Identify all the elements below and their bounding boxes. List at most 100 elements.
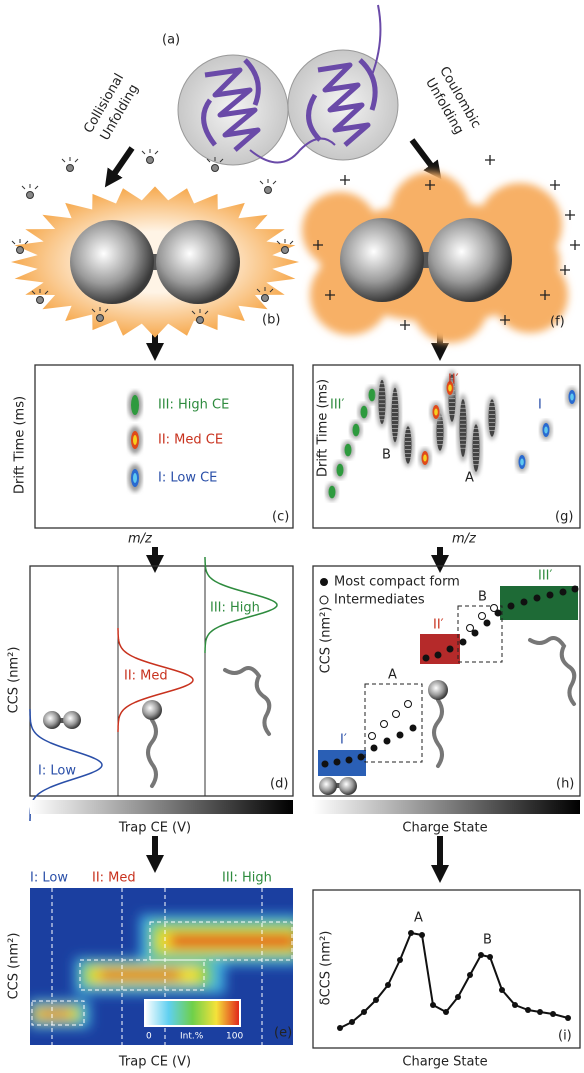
globule [339,777,357,795]
compact-marker [333,758,341,766]
charge [325,290,335,300]
compact-marker [507,602,515,610]
group-box [457,605,503,663]
peak [352,423,360,437]
peak-core [423,454,427,462]
compact-marker [546,591,554,599]
axis-label: Drift Time (ms) [316,379,331,477]
peak [488,399,496,437]
state-label: I: Low [38,764,76,779]
gas-atom [264,186,272,194]
intermediate-marker [490,604,498,612]
compact-marker [471,629,479,637]
compact-marker [357,753,365,761]
axis-label: Charge State [402,1055,487,1070]
curve-point [499,987,505,993]
curve-point [337,1025,343,1031]
globule [142,700,162,720]
gas-atom [281,246,289,254]
legend-label: Most compact form [334,575,460,590]
unfolded-chain [223,666,272,736]
panel-frame [29,565,294,797]
panel-label: (b) [262,313,280,328]
gas-atom [196,316,204,324]
panel-label: (f) [550,315,565,330]
curve-point [385,982,391,988]
peak-core [448,384,452,392]
intermediate-marker [478,612,486,620]
difference-curve [337,930,571,1031]
axis-label: δCCS (nm²) [319,931,334,1006]
axis-label: Trap CE (V) [118,821,191,836]
state-label: II: Med [124,669,168,684]
curve-point [550,1011,556,1017]
coulombic-ion [302,155,580,343]
peak [368,388,376,402]
compact-marker [321,760,329,768]
group-box [364,683,423,763]
gas-atom [66,164,74,172]
legend-marker [320,578,328,586]
distribution [204,557,278,653]
intermediate-marker [404,700,412,708]
panel-label: (a) [162,33,180,48]
panel-frame [312,364,581,529]
state-label: II′ [448,373,459,388]
compact-marker [383,737,391,745]
peak-label: I: Low CE [158,471,217,486]
protein [177,4,399,166]
legend-marker [319,595,329,605]
curve-point [430,1002,436,1008]
linker [334,783,342,788]
curve-point [478,952,484,958]
unfolded-chain [146,718,158,788]
state-label: I: Low [30,871,68,886]
energy-ramp [30,800,293,814]
peak [360,405,368,419]
curve-point [349,1019,355,1025]
curve-point [419,932,425,938]
axis-label: Trap CE (V) [118,1055,191,1070]
globule [63,711,81,729]
curve-point [361,1009,367,1015]
compact-marker [409,724,417,732]
peak [378,379,386,425]
peaks [326,370,578,501]
motion-lines [276,239,294,245]
compact-marker [422,654,430,662]
compact-marker [370,744,378,752]
axis-label: m/z [128,532,153,547]
gas-atom [26,191,34,199]
unfolded-chain [432,698,444,768]
state-label: III: High [210,601,260,616]
curve-point [408,930,414,936]
unfolded-chain [528,636,577,706]
heatmap [30,888,293,1045]
peak-core [520,458,524,466]
charge [425,180,435,190]
process-label: Coulombic Unfolding [422,64,483,137]
gas-atom [16,246,24,254]
distributions [29,557,278,821]
peak [328,485,336,499]
motion-lines [206,157,224,163]
panel-label: (i) [558,1029,572,1044]
curve-point [443,1009,449,1015]
panel-label: (h) [556,777,574,792]
axis-label: CCS (nm²) [7,933,22,1000]
compact-marker [446,645,454,653]
gas-atom [211,164,219,172]
peaks [128,391,142,492]
panel-frame [312,565,581,797]
group-label: A [388,668,397,683]
motion-lines [91,307,109,313]
motion-lines [21,184,39,190]
motion-lines [191,309,209,315]
curve-point [565,1015,571,1021]
charge [400,320,410,330]
motion-lines [256,287,274,293]
curve-point [525,1007,531,1013]
process-label: Collisional Unfolding [81,71,142,143]
gas-atom [36,296,44,304]
panel-label: (e) [274,1026,292,1041]
